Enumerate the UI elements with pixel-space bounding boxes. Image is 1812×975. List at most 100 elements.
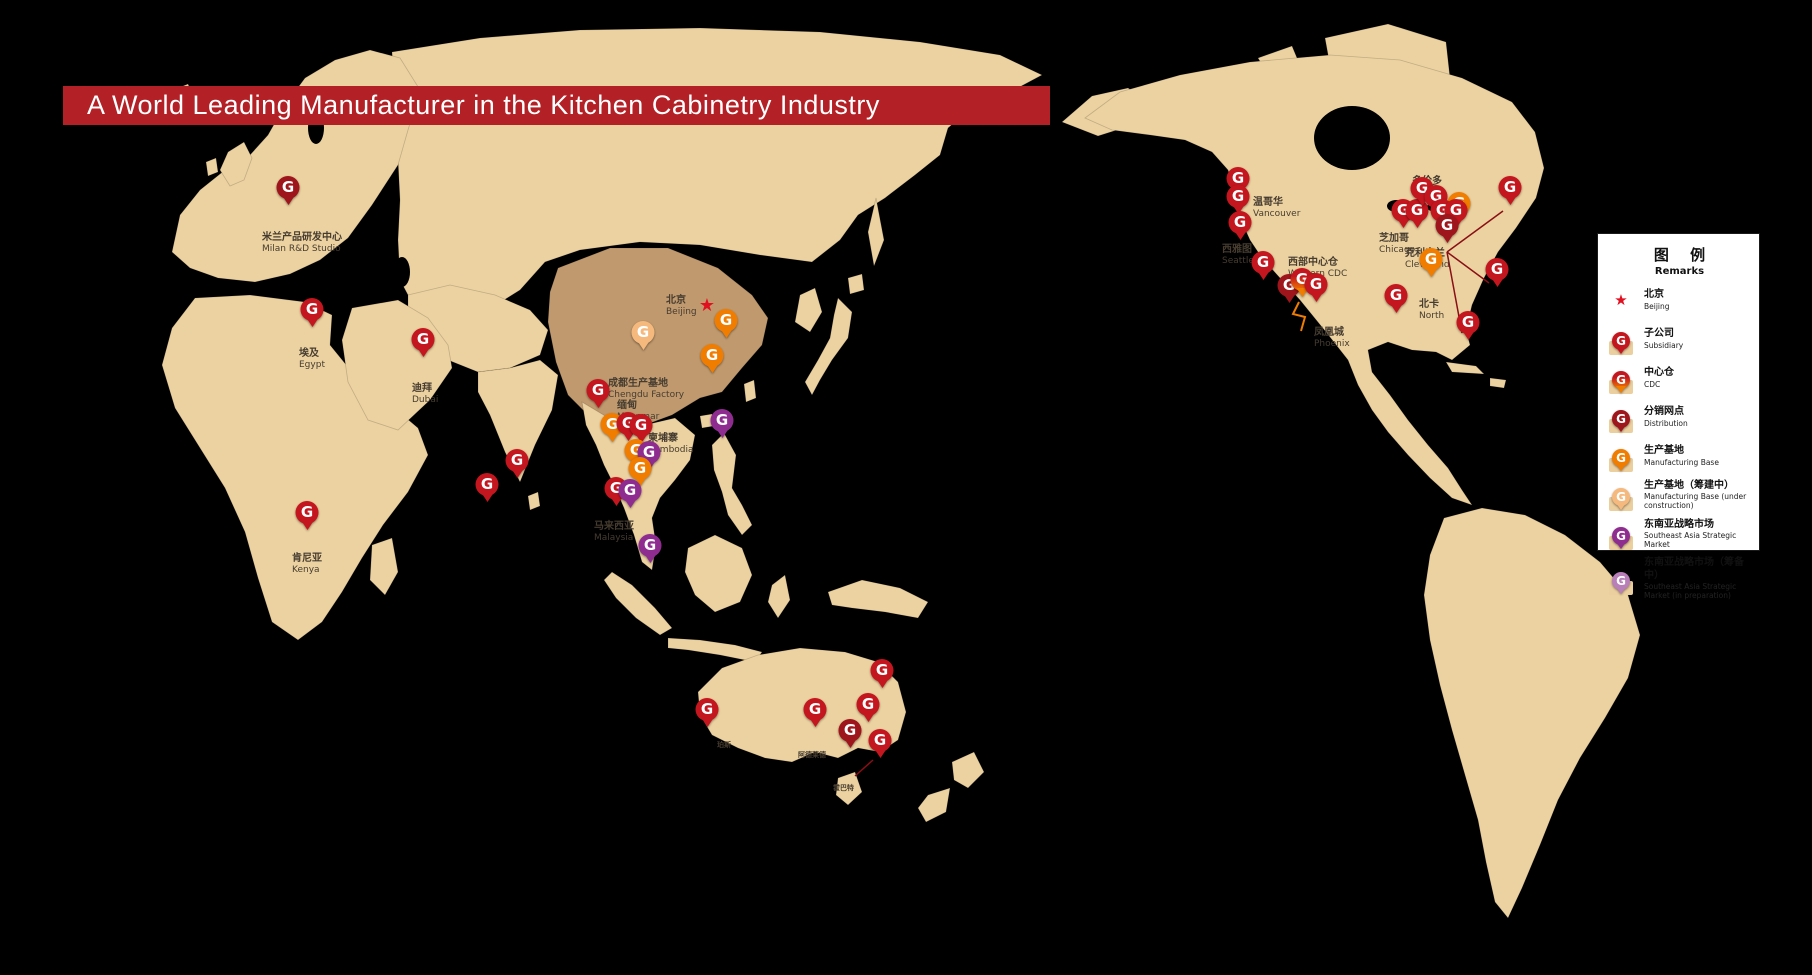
pin-logo-letter: G (1440, 216, 1454, 234)
legend-label-en: Southeast Asia Strategic Market (1644, 531, 1737, 550)
legend-label-zh: 分销网点 (1644, 406, 1684, 418)
landmass-sakhalin (867, 197, 885, 268)
label-zh: 成都生产基地 (608, 378, 668, 389)
label-zh: 珀斯 (717, 741, 731, 749)
label-zh: 缅甸 (617, 400, 637, 411)
pin-logo-letter: G (719, 311, 733, 329)
map-pin-chengdu: G (631, 321, 655, 350)
landmass-nz-north (951, 751, 985, 789)
map-pin-north-carolina: G (1419, 248, 1443, 277)
pin-logo-letter: G (642, 443, 656, 461)
map-label: 阿德莱德 (798, 751, 826, 759)
pin-logo-letter: G (300, 503, 314, 521)
pin-logo-letter: G (1424, 250, 1438, 268)
label-en: Milan R&D Studio (262, 243, 341, 254)
map-pin-philippines: G (710, 409, 734, 438)
legend-label-zh: 子公司 (1644, 328, 1674, 340)
landmass-taiwan (743, 379, 757, 403)
leader-line (1291, 301, 1307, 332)
legend-pin-sea_market: G (1612, 527, 1630, 549)
pin-logo-letter: G (1616, 412, 1626, 426)
distribution-pin-icon: G (1606, 401, 1636, 433)
leader-line (1446, 251, 1490, 284)
map-pin-myanmar: G (586, 379, 610, 408)
pin-logo-letter: G (1233, 213, 1247, 231)
map-label: 芝加哥 Chicago (1379, 233, 1415, 255)
label-en: Chicago (1379, 244, 1416, 255)
landmass-srilanka (527, 491, 541, 511)
map-pin-thailand-4: G (628, 457, 652, 486)
landmass-hispaniola (1489, 377, 1507, 389)
label-zh: 柬埔寨 (648, 433, 678, 444)
map-pin-melbourne: G (838, 719, 862, 748)
landmass-nz-south (917, 787, 951, 823)
legend-label-en: Manufacturing Base (under construction) (1644, 492, 1747, 511)
sea-hudson-bay (1314, 106, 1390, 170)
map-pin-atlantic-1: G (1498, 176, 1522, 205)
label-en: Vancouver (1253, 208, 1301, 219)
label-en: Kenya (292, 564, 320, 575)
label-zh: 温哥华 (1253, 197, 1283, 208)
map-label: 迪拜 Dubai (412, 383, 438, 405)
map-pin-china-east-1: G (714, 309, 738, 338)
map-label: 肯尼亚 Kenya (292, 553, 322, 575)
pin-logo-letter: G (1490, 260, 1504, 278)
legend-label-zh: 北京 (1644, 289, 1664, 301)
map-label: 埃及 Egypt (299, 348, 325, 370)
label-zh: 迪拜 (412, 383, 432, 394)
map-pin-cleveland-3: G (1435, 214, 1459, 243)
legend-pin-manufacturing_uc: G (1612, 488, 1630, 510)
map-pin-florida: G (1456, 311, 1480, 340)
pin-logo-letter: G (700, 700, 714, 718)
pin-logo-letter: G (861, 695, 875, 713)
legend-item-sea_market_prep: G 东南亚战略市场（筹备中） Southeast Asia Strategic Ma… (1606, 557, 1753, 600)
landmass-philippines (711, 432, 753, 536)
map-label: 成都生产基地 Chengdu Factory (608, 378, 684, 400)
legend-item-manufacturing_uc: G 生产基地（筹建中） Manufacturing Base (under cons… (1606, 479, 1753, 511)
pin-logo-letter: G (1461, 313, 1475, 331)
legend-item-subsidiary: G 子公司 Subsidiary (1606, 323, 1753, 355)
map-label: 温哥华 Vancouver (1253, 197, 1300, 219)
legend-item-distribution: G 分销网点 Distribution (1606, 401, 1753, 433)
label-en: Beijing (666, 306, 697, 317)
map-pin-texas: G (1384, 284, 1408, 313)
star-glyph: ★ (1614, 291, 1628, 309)
pin-logo-letter: G (1616, 573, 1626, 588)
legend-label-zh: 东南亚战略市场（筹备中） (1644, 557, 1744, 581)
pin-logo-letter: G (1256, 253, 1270, 271)
map-pin-atlantic-2: G (1485, 258, 1509, 287)
landmass-new-guinea (827, 579, 929, 619)
landmass-tasmania (835, 771, 863, 806)
legend-label-zh: 东南亚战略市场 (1644, 518, 1714, 530)
sea_market-pin-icon: G (1606, 518, 1636, 550)
landmass-japan (804, 297, 853, 396)
pin-logo-letter: G (1309, 275, 1323, 293)
map-pin-sydney: G (856, 693, 880, 722)
map-pin-china-east-2: G (700, 344, 724, 373)
landmass-borneo (684, 534, 753, 613)
legend-items: ★ 北京 Beijing G 子公司 Subsidiary G 中心仓 CDC G 分销网点 Dist… (1606, 284, 1753, 600)
map-label: 柬埔寨 Cambodia (648, 433, 694, 455)
pin-logo-letter: G (705, 346, 719, 364)
legend-label-en: Manufacturing Base (1644, 457, 1719, 467)
pin-logo-letter: G (1389, 286, 1403, 304)
legend-pin-subsidiary: G (1612, 332, 1630, 354)
pin-logo-letter: G (636, 323, 650, 341)
headline-banner: A World Leading Manufacturer in the Kitc… (63, 86, 1050, 125)
legend-label-en: Southeast Asia Strategic Market (in prep… (1644, 582, 1737, 600)
legend-label-zh: 中心仓 (1644, 367, 1674, 379)
legend-label-en: Beijing (1644, 301, 1670, 311)
map-label: 马来西亚 Malaysia (594, 521, 634, 543)
map-pin-seattle: G (1228, 211, 1252, 240)
map-label: 珀斯 (717, 741, 731, 749)
legend-pin-distribution: G (1612, 410, 1630, 432)
landmass-sulawesi (767, 574, 791, 619)
label-zh: 凤凰城 (1314, 327, 1344, 338)
legend-item-sea_market: G 东南亚战略市场 Southeast Asia Strategic Market (1606, 518, 1753, 550)
landmass-korea (794, 287, 823, 333)
label-zh: 马来西亚 (594, 521, 634, 532)
headline-text: A World Leading Manufacturer in the Kitc… (87, 90, 880, 120)
label-en: Chengdu Factory (608, 389, 685, 400)
map-pin-california: G (1251, 251, 1275, 280)
label-zh: 北卡 (1419, 299, 1439, 310)
